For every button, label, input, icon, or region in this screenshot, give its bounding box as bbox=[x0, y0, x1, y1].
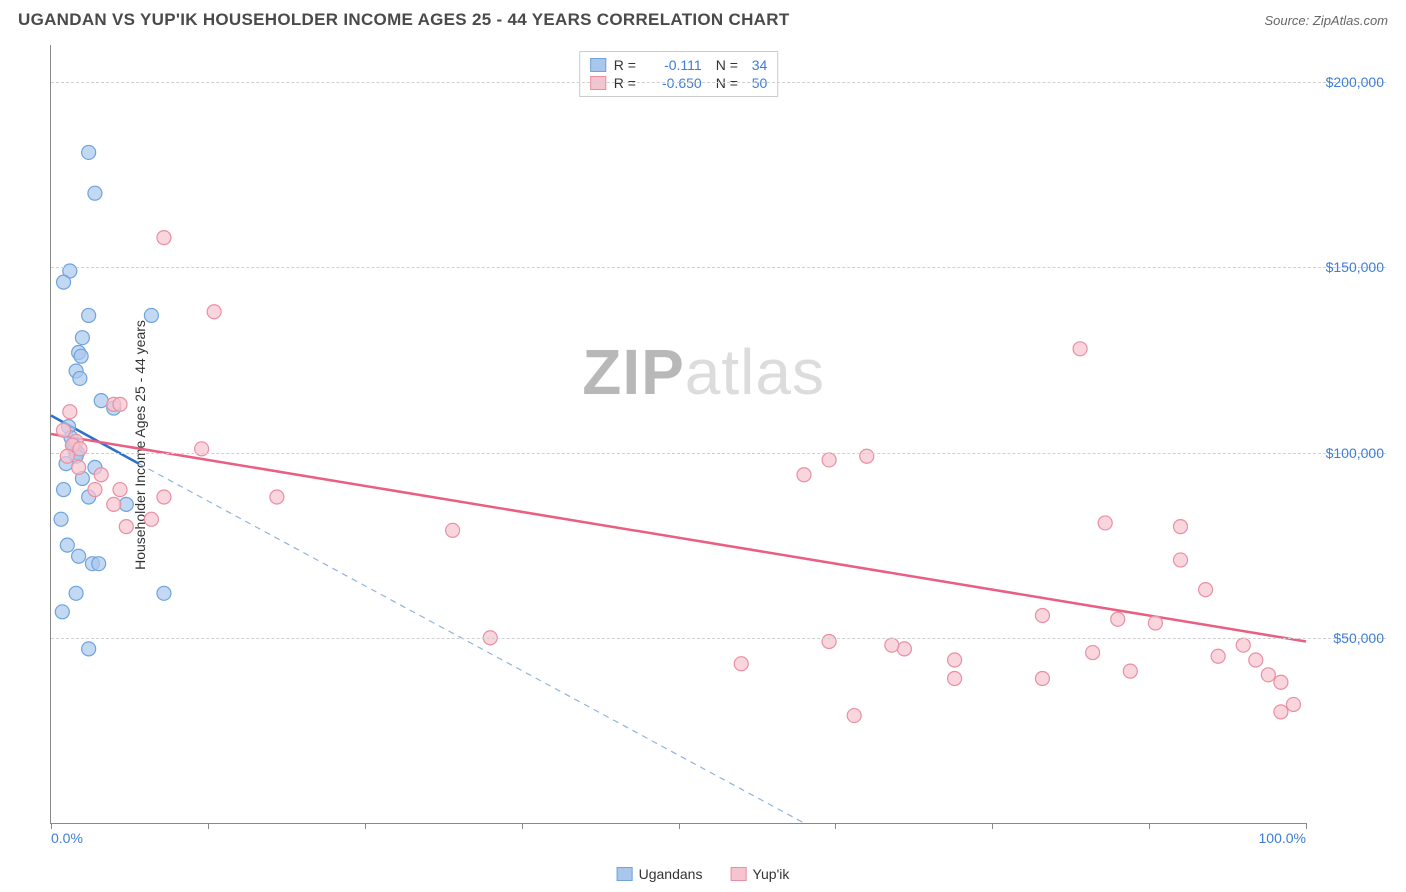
gridline bbox=[51, 82, 1386, 83]
legend-label: Yup'ik bbox=[752, 866, 789, 882]
plot-area: ZIPatlas R = -0.111 N = 34 R = -0.650 N … bbox=[50, 45, 1306, 824]
x-tick bbox=[992, 823, 993, 829]
gridline bbox=[51, 267, 1386, 268]
x-tick bbox=[1149, 823, 1150, 829]
legend-swatch-icon bbox=[730, 867, 746, 881]
chart-title: UGANDAN VS YUP'IK HOUSEHOLDER INCOME AGE… bbox=[18, 10, 790, 30]
series-legend: Ugandans Yup'ik bbox=[617, 866, 790, 882]
chart-header: UGANDAN VS YUP'IK HOUSEHOLDER INCOME AGE… bbox=[0, 0, 1406, 36]
chart-source: Source: ZipAtlas.com bbox=[1264, 13, 1388, 28]
x-tick-label: 100.0% bbox=[1259, 830, 1306, 846]
x-tick bbox=[1306, 823, 1307, 829]
gridline bbox=[51, 638, 1386, 639]
y-tick-label: $100,000 bbox=[1309, 445, 1384, 461]
legend-item-yupik: Yup'ik bbox=[730, 866, 789, 882]
scatter-svg bbox=[51, 45, 1306, 823]
gridline bbox=[51, 453, 1386, 454]
legend-swatch-icon bbox=[617, 867, 633, 881]
chart-area: Householder Income Ages 25 - 44 years ZI… bbox=[50, 45, 1386, 844]
x-tick bbox=[522, 823, 523, 829]
y-tick-label: $150,000 bbox=[1309, 259, 1384, 275]
y-tick-label: $200,000 bbox=[1309, 74, 1384, 90]
legend-item-ugandans: Ugandans bbox=[617, 866, 703, 882]
x-tick bbox=[208, 823, 209, 829]
x-tick-label: 0.0% bbox=[51, 830, 83, 846]
legend-label: Ugandans bbox=[639, 866, 703, 882]
x-tick bbox=[365, 823, 366, 829]
y-tick-label: $50,000 bbox=[1309, 630, 1384, 646]
x-tick bbox=[51, 823, 52, 829]
x-tick bbox=[835, 823, 836, 829]
x-tick bbox=[679, 823, 680, 829]
